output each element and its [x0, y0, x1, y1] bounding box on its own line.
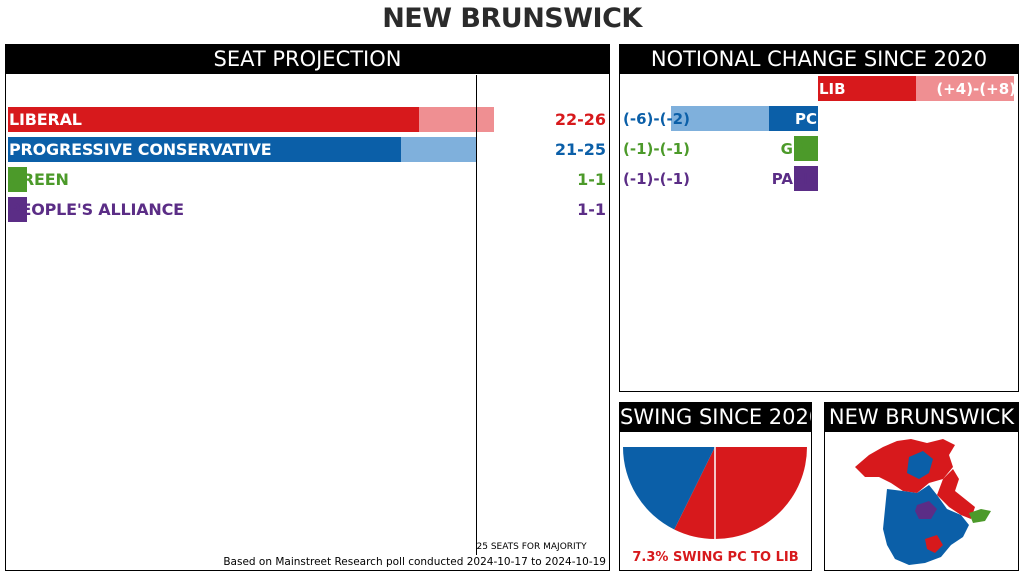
map-region-pa — [915, 501, 937, 519]
map-region-liberal-east — [937, 469, 975, 519]
new-brunswick-map — [855, 439, 991, 565]
seat-bar-low — [8, 167, 27, 192]
change-party-label: PC — [794, 110, 817, 128]
swing-lib-left — [674, 447, 715, 539]
seat-projection-panel: SEAT PROJECTION LIBERAL 22-26 PROGRESSIVE … — [5, 44, 610, 571]
change-bar-inner — [769, 106, 818, 131]
swing-pc — [623, 447, 715, 530]
seat-bar-low — [8, 197, 27, 222]
map-region-pc-north — [907, 451, 933, 479]
change-party-label: PANB — [771, 170, 817, 188]
seat-bar-low — [8, 107, 420, 132]
change-bar-inner — [818, 76, 916, 101]
notional-change-panel: NOTIONAL CHANGE SINCE 2020 LIB (+4)-(+8) P… — [619, 44, 1019, 392]
poll-source: Based on Mainstreet Research poll conduc… — [223, 556, 606, 568]
seat-bar-label: PEOPLE'S ALLIANCE — [9, 200, 184, 219]
seat-range-label: 1-1 — [577, 170, 606, 189]
change-range-label: (-1)-(-1) — [623, 140, 690, 158]
change-range-label: (-1)-(-1) — [623, 170, 690, 188]
change-bar-inner — [793, 166, 818, 191]
swing-caption: 7.3% SWING PC TO LIB — [632, 550, 799, 565]
seat-bar-label: LIBERAL — [9, 110, 82, 129]
majority-label: 25 SEATS FOR MAJORITY — [476, 542, 587, 552]
change-party-label: LIB — [819, 80, 846, 98]
notional-change-header: NOTIONAL CHANGE SINCE 2020 — [620, 45, 1018, 74]
change-range-label: (-6)-(-2) — [623, 110, 690, 128]
seat-range-label: 22-26 — [554, 110, 606, 129]
majority-line — [475, 75, 477, 555]
change-bar-inner — [793, 136, 818, 161]
page-title: NEW BRUNSWICK — [382, 3, 642, 34]
map-region-liberal-south — [925, 535, 943, 553]
map-region-pc — [883, 485, 969, 565]
seat-projection-header: SEAT PROJECTION — [6, 45, 609, 74]
swing-lib-right — [715, 447, 807, 539]
swing-pie — [623, 447, 807, 539]
change-party-label: GRN — [780, 140, 817, 158]
seat-range-label: 1-1 — [577, 200, 606, 219]
seat-range-label: 21-25 — [554, 140, 606, 159]
map-header: NEW BRUNSWICK — [825, 403, 1018, 432]
seat-bar-low — [8, 137, 401, 162]
map-region-green — [969, 509, 991, 523]
change-range-label: (+4)-(+8) — [936, 80, 1016, 98]
map-region-liberal-north — [855, 439, 955, 493]
seat-bar-label: GREEN — [9, 170, 69, 189]
seat-bar-label: PROGRESSIVE CONSERVATIVE — [9, 140, 272, 159]
map-panel: NEW BRUNSWICK — [824, 402, 1019, 571]
swing-header: SWING SINCE 2020 — [620, 403, 811, 432]
swing-panel: SWING SINCE 2020 7.3% SWING PC TO LIB — [619, 402, 812, 571]
